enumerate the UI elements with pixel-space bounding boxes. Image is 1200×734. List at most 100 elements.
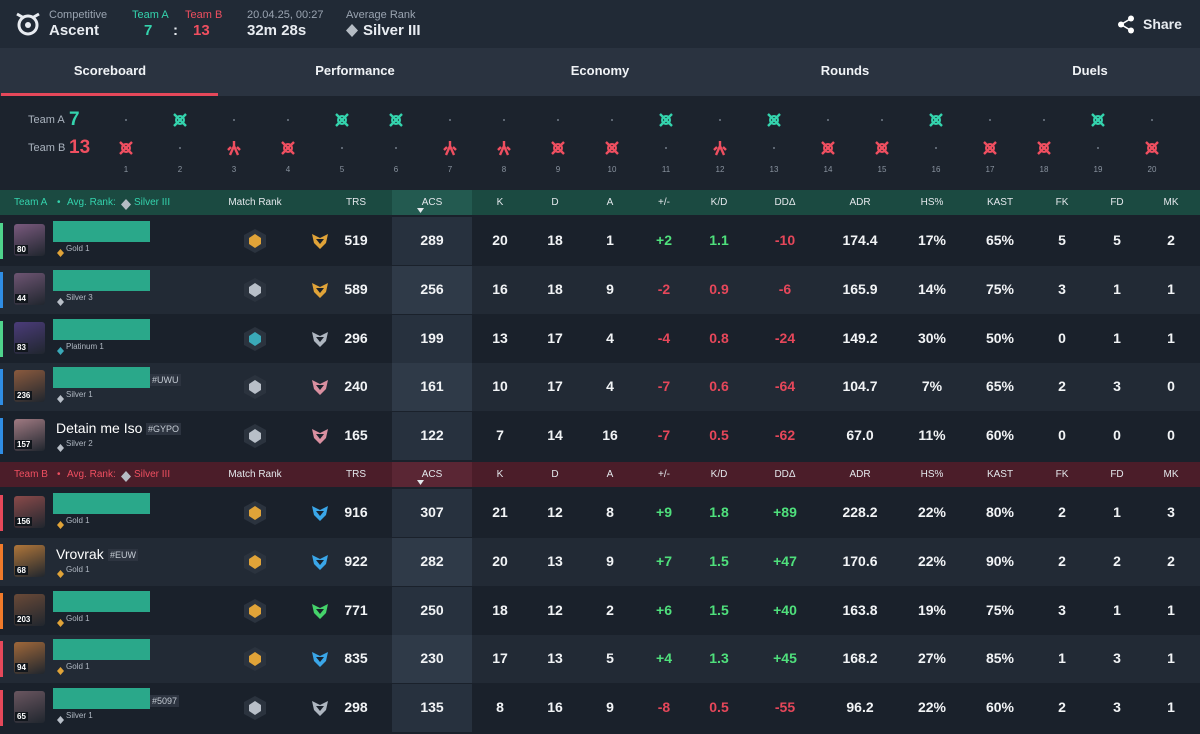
stat-cell: 168.2 xyxy=(842,650,878,667)
stat-cell: 2 xyxy=(1058,504,1066,520)
player-rank: Gold 1 xyxy=(66,564,90,574)
tab[interactable]: Rounds xyxy=(820,63,870,78)
match-rank xyxy=(244,647,266,672)
round-icon xyxy=(119,141,133,155)
share-icon[interactable] xyxy=(1117,15,1135,34)
column-header: TRS xyxy=(346,469,366,480)
stat-cell: 0 xyxy=(1058,427,1066,444)
player-rank-icon xyxy=(57,390,64,408)
stat-cell: 7 xyxy=(496,427,504,444)
tab[interactable]: Duels xyxy=(1072,63,1108,78)
round-number: 2 xyxy=(177,165,183,174)
trs-rank xyxy=(312,234,328,249)
match-rank-icon xyxy=(244,277,266,307)
column-header: MK xyxy=(1163,469,1179,480)
round-number: 18 xyxy=(1039,165,1049,174)
stat-cell: +2 xyxy=(656,232,672,248)
team-bullet: • xyxy=(57,197,61,208)
round-number: 6 xyxy=(393,165,399,174)
stat-cell: +45 xyxy=(773,650,797,667)
stat-cell: 13 xyxy=(547,650,563,667)
match-rank-icon xyxy=(244,375,266,404)
round-result-icon xyxy=(928,112,944,133)
round-icon xyxy=(1091,113,1105,127)
score-separator: : xyxy=(173,22,178,39)
trs-icon xyxy=(310,698,330,723)
team-avg-rank: Silver III xyxy=(134,469,171,480)
round-icon xyxy=(173,113,187,127)
avg-rank-label: Average Rank xyxy=(346,9,416,21)
trs-rank xyxy=(312,554,328,570)
tab[interactable]: Performance xyxy=(315,63,395,78)
stat-cell: 3 xyxy=(1113,650,1121,667)
round-result-icon xyxy=(442,140,458,161)
tab[interactable]: Scoreboard xyxy=(73,63,147,78)
acs-header-bg xyxy=(392,462,472,487)
round-number: 19 xyxy=(1093,165,1103,174)
round-empty-dot xyxy=(827,119,829,121)
stat-cell: 2 xyxy=(1167,552,1175,569)
acs-cell-bg xyxy=(392,412,472,461)
round-empty-dot xyxy=(125,119,127,121)
rank-icon xyxy=(57,346,64,355)
stat-cell: 16 xyxy=(602,427,618,444)
round-icon xyxy=(929,113,943,127)
rounds-team-a: Team A xyxy=(28,114,65,126)
rounds-score-a: 7 xyxy=(69,109,80,130)
round-empty-dot xyxy=(665,147,667,149)
player-row xyxy=(0,635,1200,684)
column-header: TRS xyxy=(346,197,366,208)
stat-cell: 2 xyxy=(1058,552,1066,569)
round-result-icon xyxy=(280,140,296,161)
round-icon xyxy=(713,141,727,156)
rank-icon xyxy=(57,395,64,404)
score-a: 7 xyxy=(144,22,153,39)
round-result-icon xyxy=(1090,112,1106,133)
stat-cell: 85% xyxy=(985,650,1015,667)
stat-cell: 0 xyxy=(1058,329,1066,346)
stat-cell: 149.2 xyxy=(842,329,878,346)
round-result-icon xyxy=(658,112,674,133)
match-rank xyxy=(244,424,266,449)
round-empty-dot xyxy=(611,119,613,121)
stat-cell: 13 xyxy=(492,329,508,346)
stat-cell: 250 xyxy=(420,601,444,618)
stat-cell: 0.9 xyxy=(709,280,729,297)
rounds-team-b: Team B xyxy=(28,142,66,154)
rank-icon xyxy=(121,199,131,210)
round-number: 12 xyxy=(715,165,725,174)
trs-rank xyxy=(312,282,328,298)
stat-cell: 14 xyxy=(547,427,563,444)
stat-cell: 122 xyxy=(420,427,444,444)
trs-icon xyxy=(310,231,330,256)
stat-cell: 16 xyxy=(547,699,563,716)
stat-cell: +4 xyxy=(656,650,672,667)
player-level: 203 xyxy=(15,614,33,624)
player-tag: #5097 xyxy=(150,695,180,708)
stat-cell: 1 xyxy=(1058,650,1066,667)
stat-cell: 5 xyxy=(1058,232,1066,248)
tab[interactable]: Economy xyxy=(570,63,630,78)
round-number: 11 xyxy=(661,165,671,174)
stat-cell: 20 xyxy=(492,552,508,569)
stat-cell: 2 xyxy=(1058,699,1066,716)
stat-cell: 18 xyxy=(492,601,508,618)
stat-cell: 3 xyxy=(1058,280,1066,297)
share-button[interactable]: Share xyxy=(1143,16,1182,32)
player-rank-icon xyxy=(57,244,64,262)
rank-icon xyxy=(57,618,64,627)
round-empty-dot xyxy=(179,147,181,149)
team-bullet: • xyxy=(57,469,61,480)
column-header: DDΔ xyxy=(774,197,796,208)
player-rank: Silver 3 xyxy=(66,292,93,302)
stat-cell: +89 xyxy=(773,504,797,520)
stat-cell: 4 xyxy=(606,378,614,395)
trs-icon xyxy=(310,426,330,451)
acs-cell-bg xyxy=(392,684,472,733)
column-header: KAST xyxy=(986,197,1014,208)
acs-cell-bg xyxy=(392,586,472,635)
match-rank xyxy=(244,326,266,351)
round-result-icon xyxy=(712,140,728,161)
team-rank-icon xyxy=(121,197,131,215)
stat-cell: 7% xyxy=(921,378,943,395)
